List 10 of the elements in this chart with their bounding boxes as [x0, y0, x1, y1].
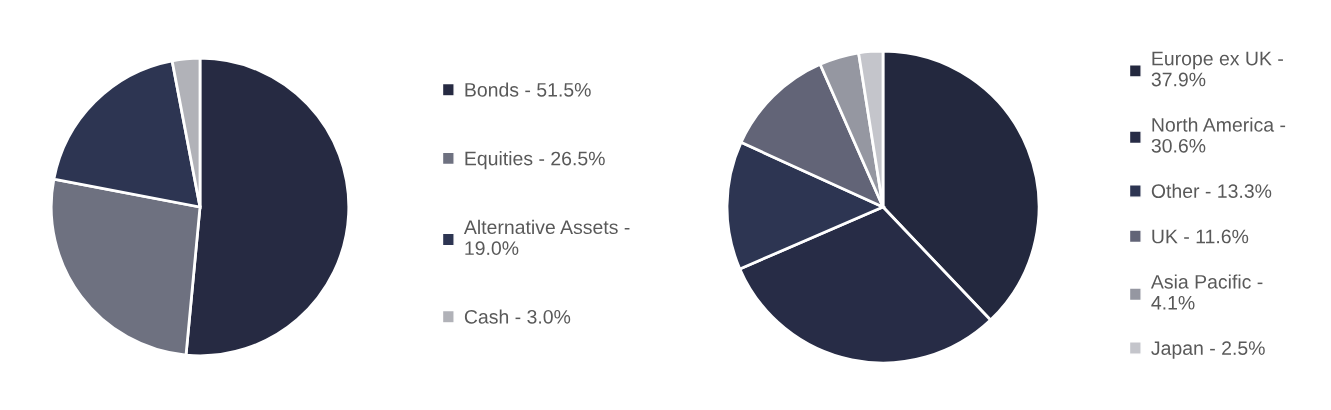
legend-label: Asia Pacific - 4.1% [1150, 274, 1263, 310]
legend-label: Alternative Assets - 19.0% [463, 219, 630, 256]
legend-label: UK - 11.6% [1152, 229, 1249, 244]
legend-label: North America - 30.6% [1151, 117, 1286, 153]
legend-label: Japan - 2.5% [1151, 341, 1265, 359]
legend-label: Equities - 26.5% [465, 151, 605, 170]
legend-label: Bonds - 51.5% [465, 82, 591, 97]
legend-label: Europe ex UK - 37.9% [1151, 51, 1283, 87]
legend-label: Other - 13.3% [1151, 183, 1272, 199]
legend-label: Cash - 3.0% [464, 309, 571, 324]
